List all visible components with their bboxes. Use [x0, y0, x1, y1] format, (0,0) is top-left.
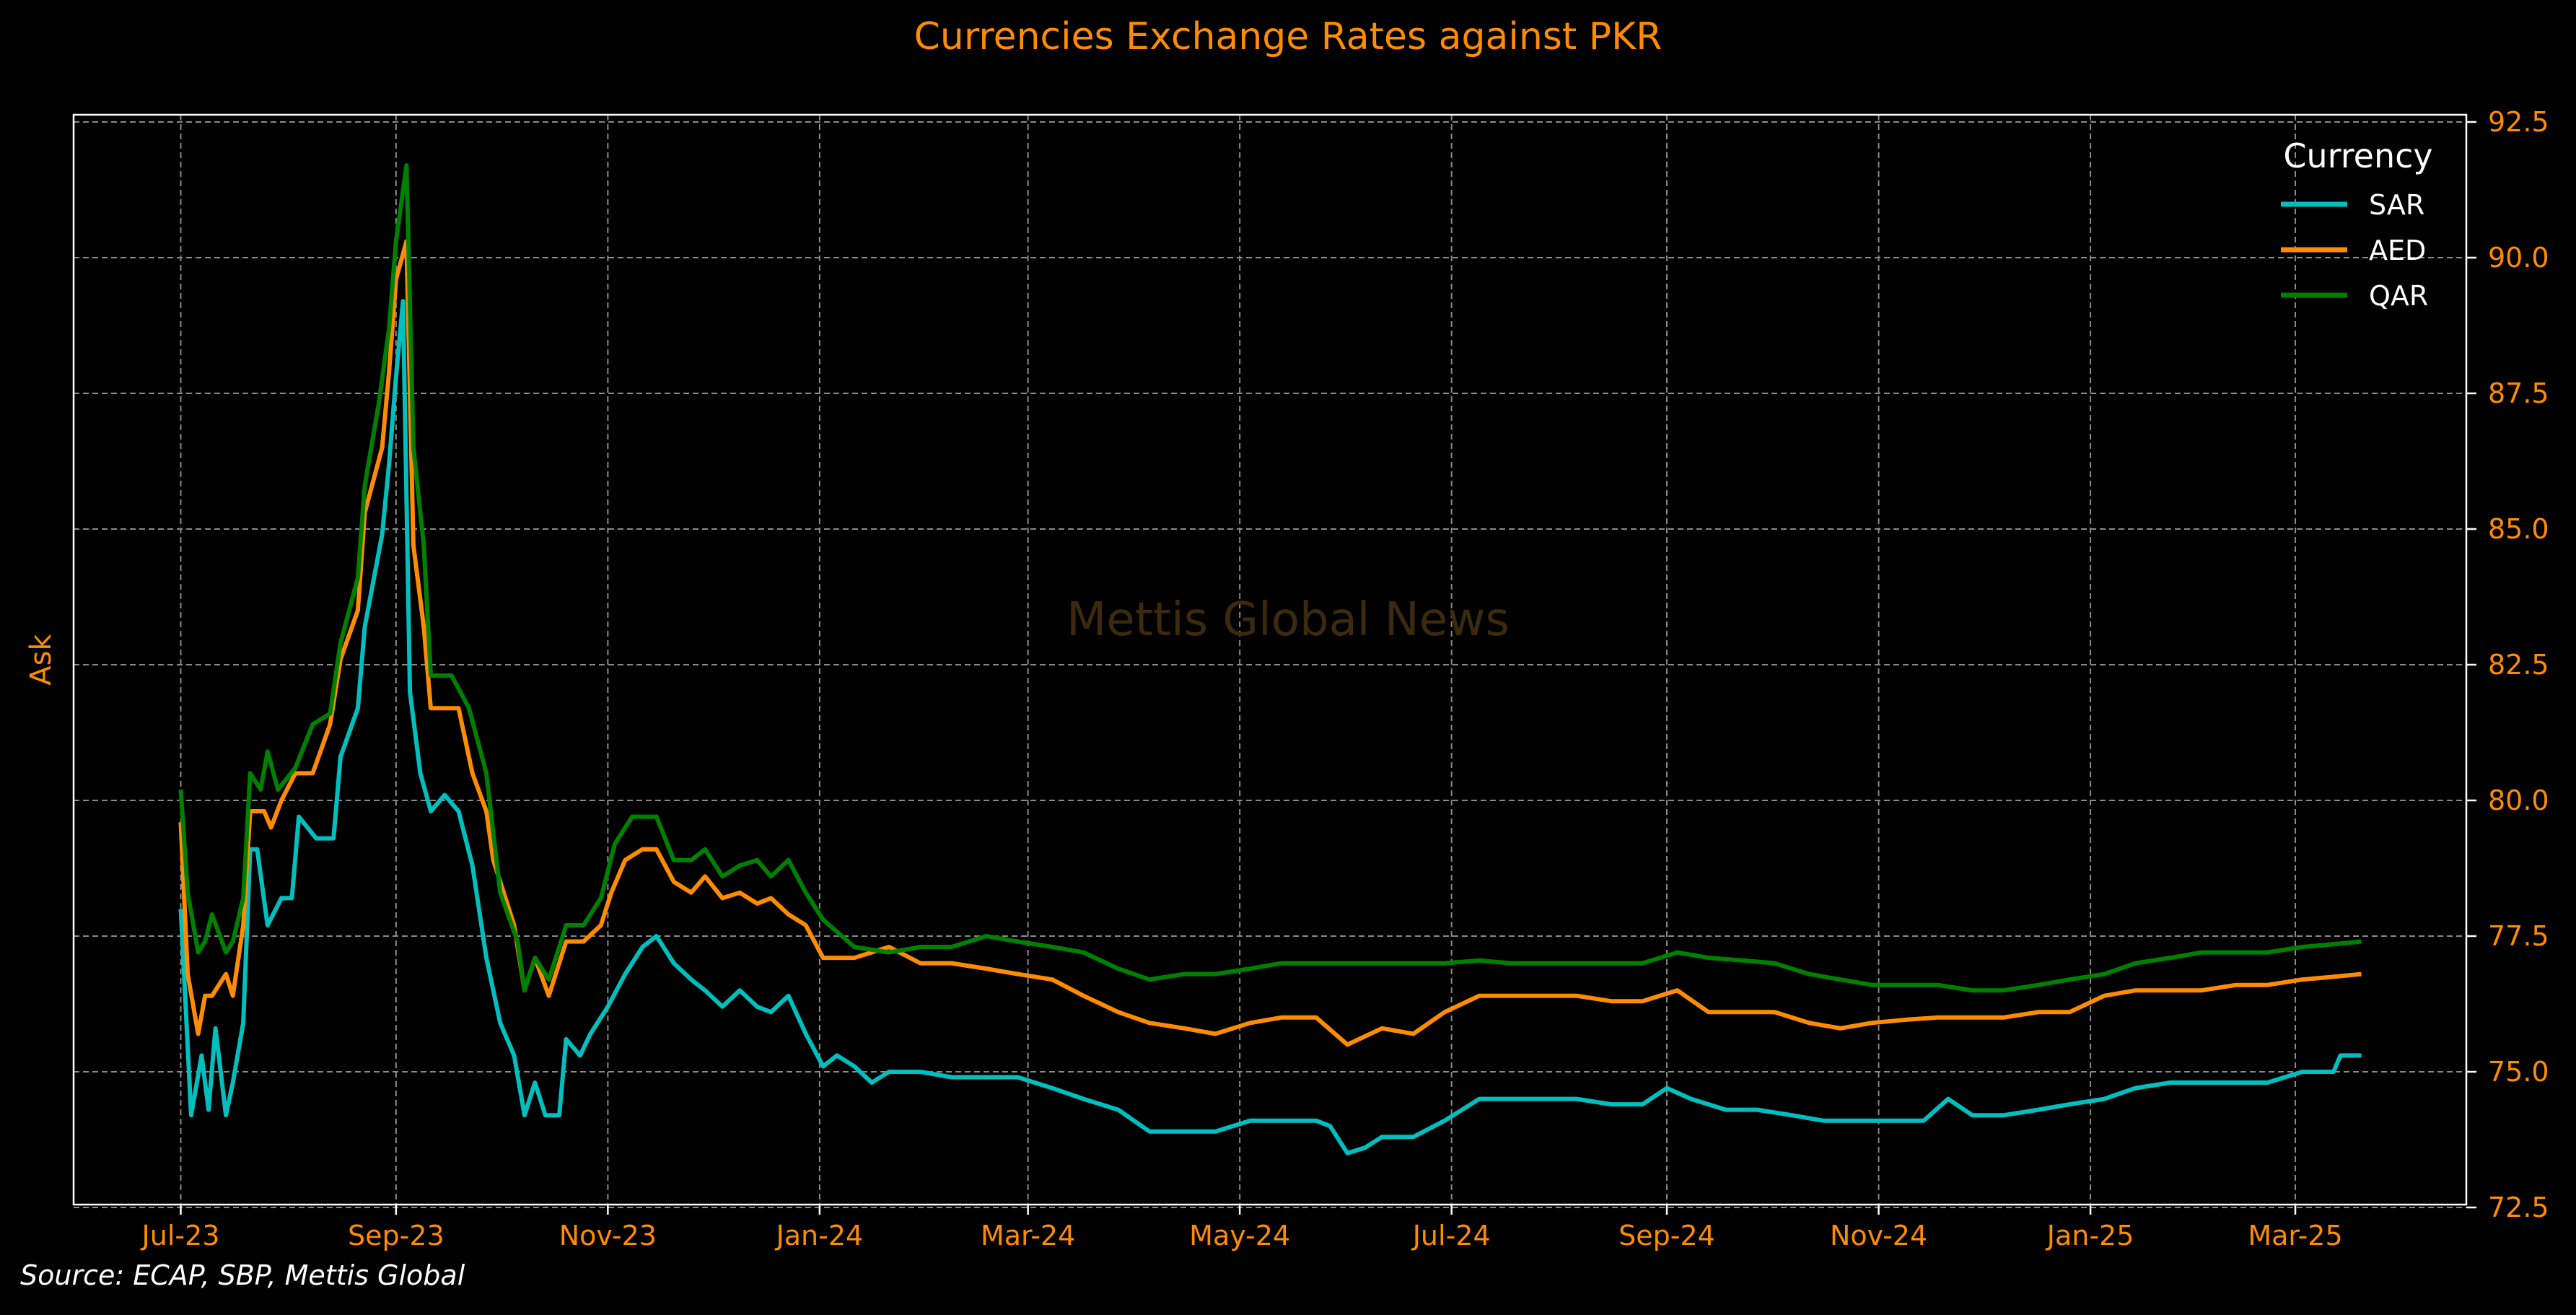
series-line-aed: [178, 239, 2362, 1047]
y-tick-label: 80.0: [2488, 785, 2549, 816]
y-tick-label: 90.0: [2488, 242, 2549, 274]
legend: Currency SAR AED QAR: [2281, 136, 2433, 312]
x-axis: Jul-23 Sep-23 Nov-23 Jan-24 Mar-24 May-24 Jul-…: [141, 1205, 2343, 1251]
y-tick-label: 75.0: [2488, 1056, 2549, 1088]
x-tick-label: Jan-24: [775, 1220, 864, 1251]
x-tick-label: Jul-24: [1411, 1220, 1491, 1251]
y-axis-label: Ask: [25, 633, 58, 685]
x-tick-label: Jan-25: [2046, 1220, 2134, 1251]
y-tick-label: 82.5: [2488, 649, 2549, 681]
y-tick-label: 92.5: [2488, 106, 2549, 138]
y-tick-label: 72.5: [2488, 1192, 2549, 1223]
x-tick-label: Nov-23: [559, 1220, 657, 1251]
watermark: Mettis Global News: [1066, 593, 1510, 647]
series-lines: [178, 163, 2362, 1155]
x-tick-label: Jul-23: [141, 1220, 220, 1251]
source-note: Source: ECAP, SBP, Mettis Global: [20, 1259, 465, 1291]
legend-label-qar: QAR: [2369, 280, 2428, 312]
x-tick-label: May-24: [1189, 1220, 1290, 1251]
y-tick-label: 77.5: [2488, 920, 2549, 952]
x-tick-label: Mar-25: [2248, 1220, 2342, 1251]
legend-label-sar: SAR: [2369, 189, 2424, 221]
x-tick-label: Sep-23: [348, 1220, 444, 1251]
x-tick-label: Sep-24: [1618, 1220, 1715, 1251]
chart-title: Currencies Exchange Rates against PKR: [914, 15, 1662, 58]
series-line-sar: [178, 299, 2362, 1155]
x-tick-label: Nov-24: [1830, 1220, 1927, 1251]
legend-label-aed: AED: [2369, 235, 2426, 266]
x-tick-label: Mar-24: [981, 1220, 1075, 1251]
y-tick-label: 87.5: [2488, 377, 2549, 409]
legend-title: Currency: [2283, 136, 2432, 175]
y-axis-right: 72.5 75.0 77.5 80.0 82.5 85.0 87.5 90.0 92.5: [2466, 106, 2549, 1223]
y-tick-label: 85.0: [2488, 513, 2549, 545]
plot-frame: [72, 113, 2468, 1206]
grid-lines: [74, 115, 2466, 1208]
series-line-qar: [178, 163, 2362, 993]
